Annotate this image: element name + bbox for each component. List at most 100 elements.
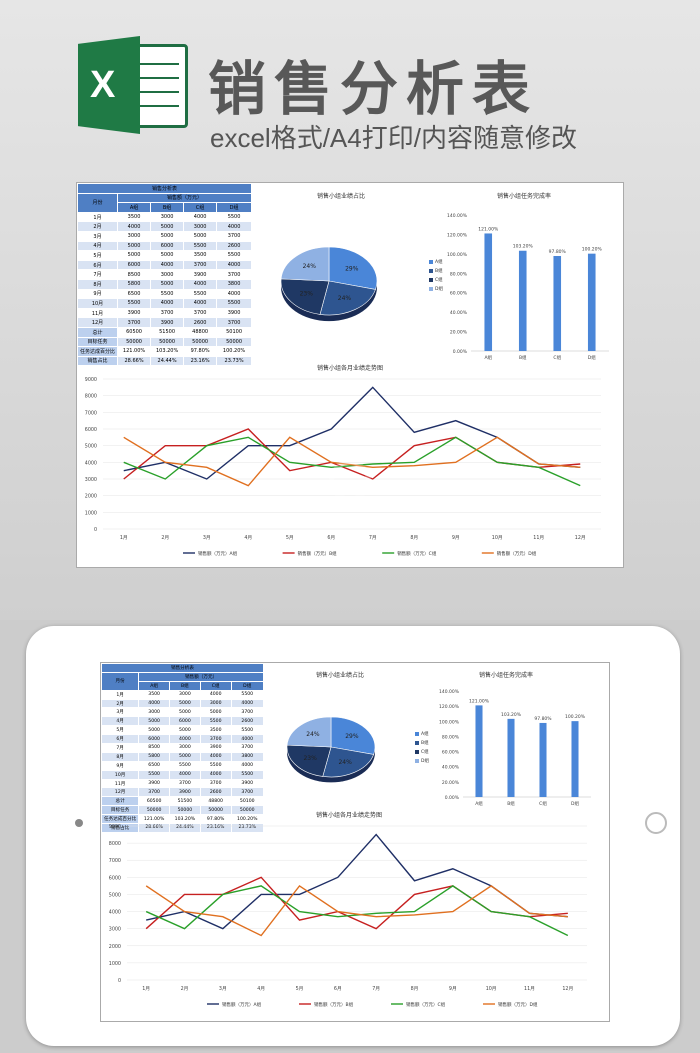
month-cell: 6月 <box>101 734 140 745</box>
line-legend-label: 销售额（万元）D组 <box>497 550 537 557</box>
value-cell: 4000 <box>199 769 232 780</box>
line-y-tick-label: 9000 <box>85 377 97 383</box>
spreadsheet-preview-tablet: 销售分析表 月份 销售额（万元） A组 B组 C组 D组 1月 3500 3000 4000 5500… <box>100 662 610 1022</box>
table-row: 9月 6500 5500 5500 4000 <box>77 288 252 300</box>
table-row: 2月 4000 5000 3000 4000 <box>101 698 264 709</box>
value-cell: 5000 <box>169 725 201 736</box>
line-y-tick-label: 2000 <box>85 494 97 500</box>
bar-category-label: B组 <box>519 354 527 361</box>
month-column-header: 月份 <box>101 671 140 691</box>
month-cell: 1月 <box>77 211 119 223</box>
pie-slice-C组 <box>286 744 332 777</box>
group-header: C组 <box>183 202 218 213</box>
sales-table: 销售分析表 月份 销售额（万元） A组 B组 C组 D组 1月 3500 3000 4000 5500… <box>77 183 252 367</box>
value-cell: 3700 <box>183 259 218 271</box>
line-x-tick-label: 9月 <box>449 986 457 992</box>
line-y-tick-label: 0 <box>94 527 97 533</box>
table-row: 1月 3500 3000 4000 5500 <box>77 211 252 223</box>
table-row: 1月 3500 3000 4000 5500 <box>101 689 264 700</box>
value-cell: 5000 <box>138 725 171 736</box>
month-cell: 7月 <box>77 269 119 280</box>
line-y-tick-label: 8000 <box>85 394 97 400</box>
line-y-tick-label: 4000 <box>85 460 97 466</box>
total-label: 总计 <box>77 326 119 338</box>
value-cell: 3000 <box>117 230 152 242</box>
line-y-tick-label: 8000 <box>109 841 121 847</box>
value-cell: 3700 <box>199 778 232 789</box>
line-x-tick-label: 2月 <box>161 535 169 541</box>
total-label: 总计 <box>101 796 140 807</box>
value-cell: 4000 <box>216 221 252 232</box>
month-cell: 2月 <box>101 698 140 709</box>
value-cell: 5500 <box>216 211 252 223</box>
value-cell: 3700 <box>230 743 264 753</box>
legend-label: C组 <box>421 750 429 755</box>
line-series-C组 <box>123 436 581 487</box>
line-x-tick-label: 3月 <box>203 535 211 541</box>
target-cell: 50000 <box>199 805 232 816</box>
pie-legend-item: A组 <box>415 731 429 737</box>
share-cell: 23.16% <box>183 355 218 367</box>
value-cell: 4000 <box>199 751 232 762</box>
month-cell: 11月 <box>77 307 119 319</box>
value-cell: 3900 <box>230 778 264 789</box>
line-legend-label: 销售额（万元）A组 <box>222 1001 262 1008</box>
target-cell: 50000 <box>216 336 252 348</box>
value-cell: 5500 <box>216 250 252 261</box>
month-cell: 11月 <box>101 778 140 789</box>
target-label: 目标任务 <box>101 805 140 816</box>
total-cell: 60500 <box>117 326 152 338</box>
total-cell: 48800 <box>183 326 218 338</box>
target-cell: 50000 <box>117 336 152 348</box>
pie-legend-item: C组 <box>429 277 443 283</box>
bar-y-tick-label: 100.00% <box>439 719 460 725</box>
pie-slice-label: 29% <box>345 265 359 272</box>
line-y-tick-label: 7000 <box>85 410 97 416</box>
pie-slice-label: 24% <box>338 295 352 302</box>
target-cell: 50000 <box>230 805 264 816</box>
line-legend-label: 销售额（万元）C组 <box>397 550 437 557</box>
pie-slice-B组 <box>322 746 375 778</box>
pie-slice-label: 23% <box>303 755 317 762</box>
pie-chart-title: 销售小组业绩占比 <box>316 672 365 679</box>
line-x-tick-label: 7月 <box>369 535 377 541</box>
rate-label: 任务达成百分比 <box>77 346 119 357</box>
summary-row: 任务达成百分比 121.00% 103.20% 97.80% 100.20% <box>101 814 264 825</box>
tablet-home-button <box>645 812 667 834</box>
group-header: D组 <box>230 680 264 691</box>
line-x-tick-label: 8月 <box>411 986 419 992</box>
value-cell: 3000 <box>183 221 218 232</box>
summary-row: 销售占比 28.66% 24.44% 23.16% 23.73% <box>101 823 264 833</box>
line-y-tick-label: 1000 <box>85 510 97 516</box>
line-x-tick-label: 12月 <box>562 986 573 992</box>
pie-slice-label: 24% <box>303 263 317 270</box>
value-cell: 5000 <box>169 698 201 709</box>
summary-row: 任务达成百分比 121.00% 103.20% 97.80% 100.20% <box>77 346 252 357</box>
bar-y-tick-label: 60.00% <box>450 291 468 297</box>
month-cell: 5月 <box>77 250 119 261</box>
value-cell: 8500 <box>117 269 152 280</box>
value-cell: 3700 <box>183 307 218 319</box>
line-chart: 0 1000 2000 3000 4000 5000 6000 7000 8000 9000 1月 2… <box>109 824 587 1008</box>
pie-chart: 29% 24% 23% 24% <box>286 716 376 783</box>
month-cell: 8月 <box>101 751 140 762</box>
bar-y-tick-label: 140.00% <box>439 689 460 695</box>
rate-cell: 97.80% <box>183 346 218 357</box>
month-cell: 6月 <box>77 259 119 271</box>
legend-swatch <box>415 731 419 736</box>
line-x-tick-label: 10月 <box>492 535 503 541</box>
line-series-B组 <box>145 876 568 930</box>
line-x-tick-label: 11月 <box>533 535 544 541</box>
bar-y-tick-label: 20.00% <box>442 780 460 786</box>
pie-slice-label: 29% <box>345 733 359 740</box>
legend-label: A组 <box>421 732 429 737</box>
share-cell: 23.73% <box>216 355 252 367</box>
value-cell: 6500 <box>138 760 171 771</box>
bar-y-tick-label: 140.00% <box>447 213 468 219</box>
line-series-D组 <box>145 884 568 937</box>
total-cell: 50100 <box>216 326 252 338</box>
value-cell: 5000 <box>117 250 152 261</box>
page-title: 销售分析表 <box>208 57 539 122</box>
legend-label: B组 <box>435 269 443 274</box>
total-cell: 50100 <box>230 796 264 807</box>
